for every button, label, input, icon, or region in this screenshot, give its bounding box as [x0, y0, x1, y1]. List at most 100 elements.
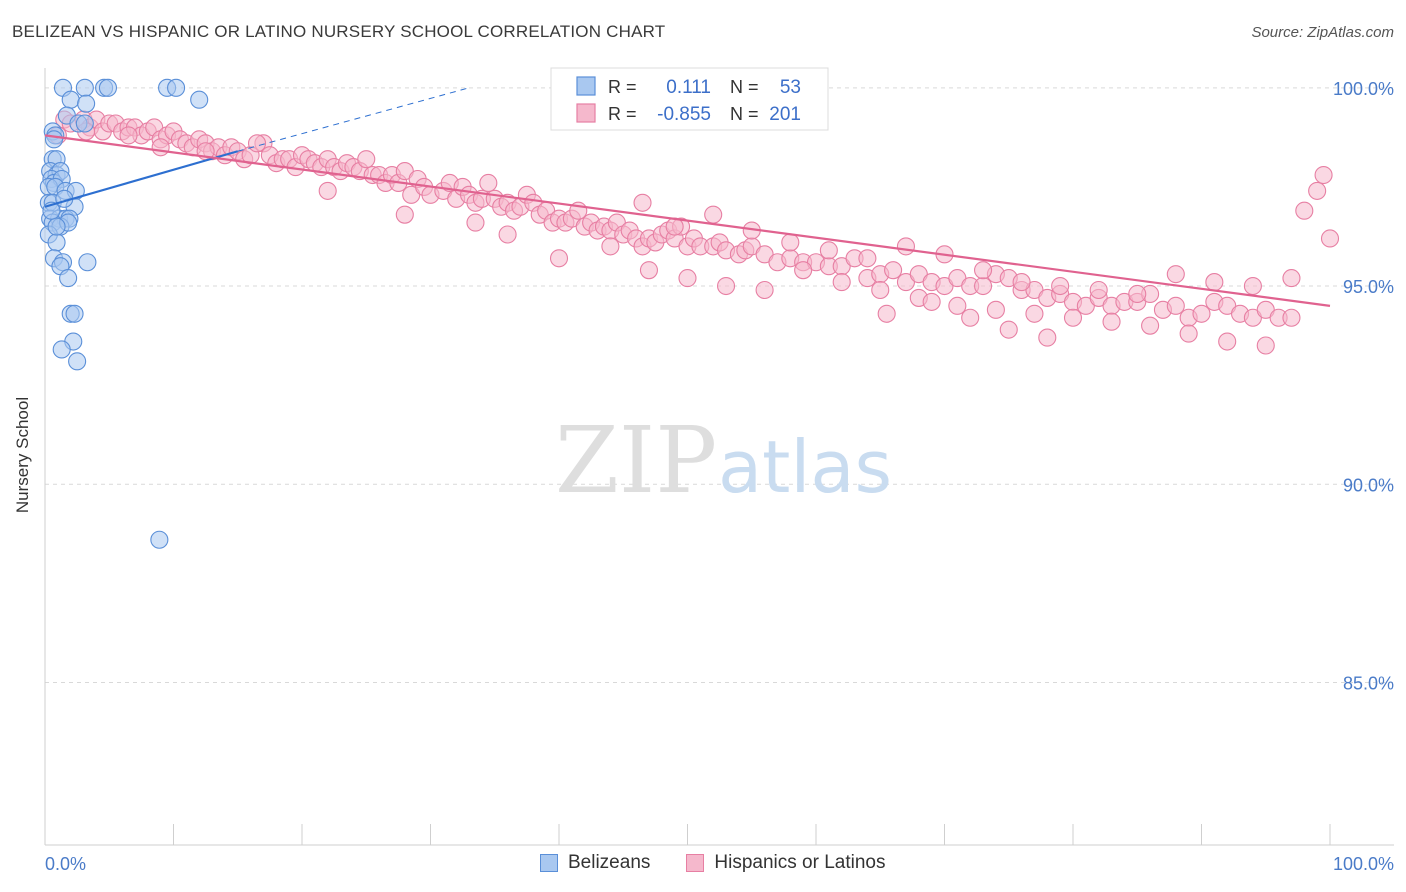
trend-lines	[44, 87, 1331, 307]
hispanics-point	[871, 280, 890, 300]
stats-n-value-blue: 53	[780, 77, 801, 98]
watermark-atlas: atlas	[718, 425, 892, 509]
belizeans-point	[61, 90, 80, 109]
legend-swatch-pink	[686, 854, 705, 872]
hispanics-point	[858, 249, 877, 268]
belizeans-point	[150, 530, 169, 549]
hispanics-point	[498, 225, 517, 244]
bottom-legend: Belizeans Hispanics or Latinos	[540, 852, 907, 874]
belizeans-point	[78, 253, 97, 272]
hispanics-point	[395, 205, 414, 224]
legend-item-belizeans[interactable]: Belizeans	[540, 852, 650, 874]
hispanics-point	[1256, 336, 1275, 355]
hispanics-point	[755, 280, 774, 300]
hispanics-point	[1205, 273, 1224, 292]
hispanics-point	[1012, 273, 1031, 292]
hispanics-point	[639, 261, 659, 280]
source-label: Source: ZipAtlas.com	[1251, 24, 1394, 41]
hispanics-point	[704, 205, 723, 224]
stats-r-value-pink: -0.855	[657, 104, 711, 125]
hispanics-point	[1192, 304, 1211, 323]
hispanics-point	[633, 193, 652, 212]
hispanics-point	[549, 249, 569, 268]
hispanics-point	[973, 276, 993, 296]
hispanics-point	[1314, 165, 1333, 185]
belizeans-point	[68, 352, 87, 371]
stats-swatch-blue	[576, 76, 596, 96]
grid-lines	[45, 87, 1394, 683]
y-tick-label: 90.0%	[1343, 475, 1394, 495]
belizeans-point	[75, 78, 94, 97]
hispanics-point	[794, 261, 813, 280]
belizeans-point	[75, 114, 94, 133]
belizeans-point	[98, 78, 118, 97]
stats-r-value-blue: 0.111	[666, 77, 711, 98]
legend-label-hispanics: Hispanics or Latinos	[714, 852, 886, 873]
hispanics-point	[716, 276, 736, 296]
hispanics-point	[877, 304, 896, 323]
belizeans-point	[47, 233, 66, 252]
belizeans-point	[47, 217, 66, 236]
stats-r-label-pink: R =	[608, 104, 637, 124]
belizeans-point	[167, 78, 186, 97]
y-tick-label: 95.0%	[1343, 277, 1394, 297]
belizeans-trend-extension	[237, 87, 470, 152]
legend-swatch-blue	[540, 854, 558, 872]
hispanics-point	[986, 300, 1005, 319]
hispanics-point	[1102, 312, 1121, 331]
hispanics-point	[832, 273, 851, 292]
hispanics-point	[999, 320, 1018, 339]
hispanics-point	[1025, 304, 1044, 323]
hispanics-point	[973, 261, 993, 280]
hispanics-point	[1282, 308, 1301, 327]
legend-label-belizeans: Belizeans	[568, 852, 651, 873]
belizeans-point	[44, 130, 64, 149]
hispanics-point	[151, 138, 170, 157]
stats-legend: R = 0.111 N = 53 R = -0.855 N = 201	[550, 67, 829, 131]
belizeans-point	[52, 340, 71, 359]
hispanics-point	[1051, 276, 1070, 296]
hispanics-point	[119, 126, 138, 145]
hispanics-point	[678, 269, 697, 288]
hispanics-point	[466, 213, 485, 232]
belizeans-point	[59, 269, 78, 288]
hispanics-point	[1308, 181, 1327, 200]
hispanics-point	[1089, 280, 1108, 300]
hispanics-point	[1295, 201, 1314, 220]
belizeans-point	[77, 94, 96, 113]
hispanics-point	[922, 292, 941, 311]
hispanics-point	[1243, 276, 1262, 296]
hispanics-point	[948, 296, 967, 315]
hispanics-point	[1166, 265, 1185, 284]
hispanics-point	[1218, 332, 1237, 351]
hispanics-point	[1128, 284, 1147, 304]
hispanics-point	[1282, 269, 1301, 288]
chart-title: BELIZEAN VS HISPANIC OR LATINO NURSERY S…	[12, 22, 666, 41]
hispanics-point	[1166, 296, 1185, 315]
hispanics-point	[1063, 308, 1083, 327]
belizeans-trend-line	[44, 150, 239, 208]
hispanics-point	[1320, 229, 1340, 248]
hispanics-point	[601, 237, 620, 256]
hispanics-point	[247, 134, 267, 153]
x-tick-label-min: 0.0%	[45, 854, 86, 874]
hispanics-point	[1038, 328, 1057, 347]
belizeans-point	[190, 90, 209, 109]
y-tick-label: 100.0%	[1333, 79, 1394, 99]
series-belizeans-points	[39, 78, 209, 549]
x-tick-label-max: 100.0%	[1333, 854, 1394, 874]
watermark-zip: ZIP	[555, 407, 717, 514]
x-ticks	[44, 824, 1331, 845]
y-tick-label: 85.0%	[1343, 673, 1394, 693]
legend-item-hispanics[interactable]: Hispanics or Latinos	[686, 852, 885, 874]
hispanics-point	[781, 233, 800, 252]
hispanics-point	[479, 173, 498, 193]
belizeans-point	[65, 304, 84, 323]
stats-swatch-pink	[576, 103, 596, 123]
stats-r-label-blue: R =	[608, 77, 637, 97]
hispanics-point	[1179, 324, 1198, 343]
series-hispanics-points	[48, 110, 1340, 355]
hispanics-point	[819, 241, 838, 260]
hispanics-point	[357, 150, 376, 169]
